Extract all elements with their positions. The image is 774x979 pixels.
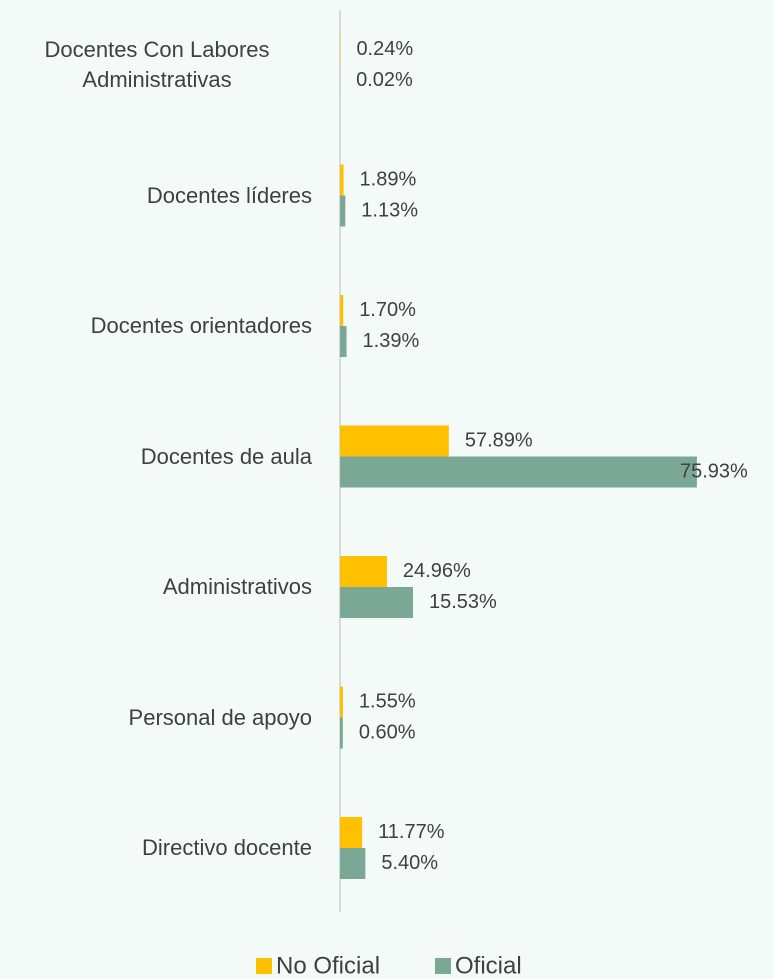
bar	[340, 556, 387, 587]
bar	[340, 456, 697, 488]
legend-swatch	[256, 958, 272, 974]
category-label: Docentes Con Labores Administrativas	[44, 37, 270, 92]
value-label: 57.89%	[465, 429, 533, 451]
category-label: Directivo docente	[142, 835, 312, 860]
bar	[340, 195, 346, 227]
value-label: 0.60%	[359, 721, 416, 743]
bar	[340, 848, 366, 879]
value-label: 1.70%	[359, 299, 416, 321]
category-label: Docentes de aula	[140, 443, 312, 469]
bar	[340, 326, 347, 357]
value-label: 24.96%	[403, 560, 471, 582]
bar	[340, 164, 344, 196]
value-label: 11.77%	[378, 821, 445, 843]
bar	[340, 295, 344, 326]
value-label: 5.40%	[381, 852, 438, 874]
value-label: 15.53%	[429, 591, 497, 613]
value-label: 0.02%	[356, 69, 413, 91]
value-label: 1.39%	[363, 330, 420, 352]
bar	[340, 425, 449, 457]
bar	[340, 817, 363, 848]
legend-swatch	[435, 958, 451, 974]
bar	[340, 717, 343, 749]
value-label: 1.13%	[361, 199, 418, 221]
bar	[340, 686, 343, 718]
category-label: Administrativos	[162, 574, 312, 599]
value-label: 0.24%	[356, 38, 413, 60]
legend-label: No Oficial	[276, 952, 380, 979]
value-label: 75.93%	[680, 460, 748, 482]
category-label: Personal de apoyo	[128, 704, 312, 730]
category-label: Docentes líderes	[146, 182, 312, 208]
category-label: Docentes orientadores	[90, 313, 312, 338]
bar	[340, 587, 413, 618]
value-label: 1.89%	[360, 168, 417, 190]
legend-label: Oficial	[455, 952, 522, 979]
value-label: 1.55%	[359, 690, 416, 712]
